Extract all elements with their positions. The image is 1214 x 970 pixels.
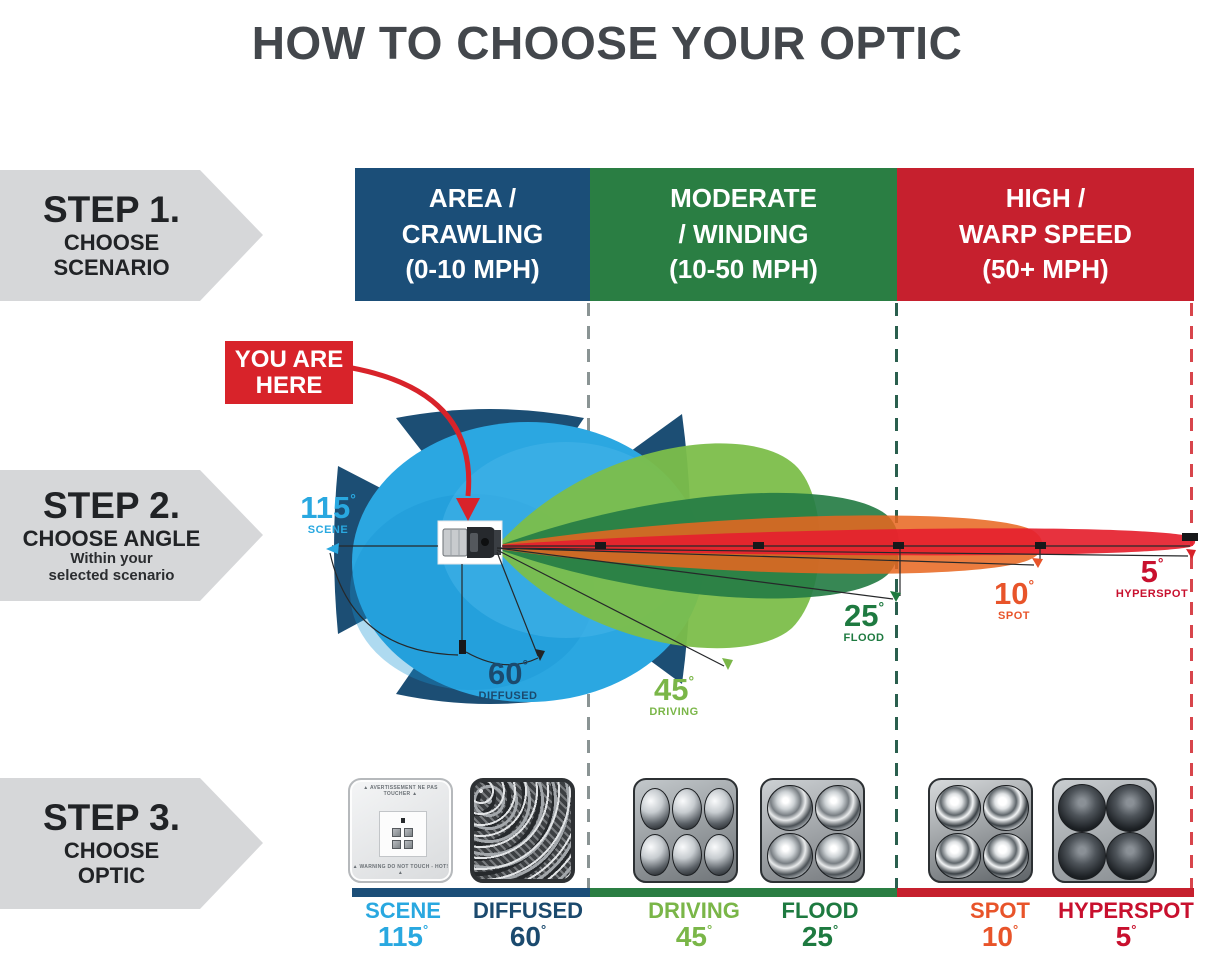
- scenario-line: / WINDING: [678, 218, 809, 249]
- angle-callout-hyperspot: 5° HYPERSPOT: [1096, 556, 1208, 600]
- vehicle-top-view: [437, 520, 503, 565]
- degree-symbol: °: [706, 922, 713, 938]
- optic-label-diffused: DIFFUSED 60°: [458, 899, 598, 951]
- angle-degree: 25: [843, 598, 879, 633]
- angle-name: SCENE: [307, 524, 349, 536]
- step3-sub1: CHOOSE: [63, 837, 160, 863]
- bar-moderate-winding: [590, 888, 897, 897]
- scene-lens-core: [379, 811, 427, 857]
- degree-symbol: °: [350, 491, 356, 507]
- scenario-line: WARP SPEED: [959, 218, 1132, 249]
- angle-degree: 5: [1140, 554, 1158, 589]
- angle-name: HYPERSPOT: [1115, 588, 1189, 600]
- step2-note2: selected scenario: [48, 566, 175, 584]
- optic-label-flood: FLOOD 25°: [750, 899, 890, 951]
- optic-label-driving: DRIVING 45°: [624, 899, 764, 951]
- optic-degree: 10: [981, 921, 1013, 953]
- angle-callout-spot: 10° SPOT: [964, 578, 1064, 622]
- optic-image-diffused: [470, 778, 575, 883]
- step3-label: STEP 3.: [42, 796, 181, 838]
- optic-degree: 25: [801, 921, 833, 953]
- optic-name: DIFFUSED: [473, 898, 583, 923]
- step2-note1: Within your: [70, 550, 153, 568]
- optic-image-driving: [633, 778, 738, 883]
- optic-degree: 60: [509, 921, 541, 953]
- step1-label: STEP 1.: [42, 188, 181, 230]
- degree-symbol: °: [540, 922, 547, 938]
- angle-callout-scene: 115° SCENE: [278, 492, 378, 536]
- angle-callout-flood: 25° FLOOD: [814, 600, 914, 644]
- scenario-area-crawling: AREA / CRAWLING (0-10 MPH): [355, 168, 590, 301]
- optic-degree: 115: [377, 921, 423, 953]
- step1-sub1: CHOOSE: [63, 229, 160, 255]
- angle-callout-diffused: 60° DIFFUSED: [458, 658, 558, 702]
- degree-symbol: °: [878, 599, 885, 615]
- angle-degree: 45: [653, 672, 689, 707]
- driving-beam-shape: [497, 443, 820, 649]
- scenario-line: CRAWLING: [401, 218, 544, 249]
- angle-callout-driving: 45° DRIVING: [624, 674, 724, 718]
- you-are-here-line2: HERE: [255, 371, 323, 399]
- optic-degree: 5: [1115, 921, 1132, 953]
- bar-high-warp: [897, 888, 1194, 897]
- optic-image-spot: [928, 778, 1033, 883]
- optic-name: HYPERSPOT: [1058, 898, 1194, 923]
- angle-name: DIFFUSED: [478, 690, 538, 702]
- angle-degree: 10: [993, 576, 1029, 611]
- bar-area-crawling: [352, 888, 590, 897]
- optic-label-spot: SPOT 10°: [930, 899, 1070, 951]
- optic-image-hyperspot: [1052, 778, 1157, 883]
- you-are-here-line1: YOU ARE: [234, 346, 344, 374]
- step2-sub1: CHOOSE ANGLE: [22, 525, 201, 551]
- step3-arrow: STEP 3. CHOOSE OPTIC: [0, 778, 263, 909]
- you-are-here-badge: YOU ARE HERE: [225, 341, 353, 404]
- optic-name: DRIVING: [648, 898, 740, 923]
- scenario-moderate-winding: MODERATE / WINDING (10-50 MPH): [590, 168, 897, 301]
- scenario-line: MODERATE: [670, 182, 817, 213]
- optic-image-flood: [760, 778, 865, 883]
- degree-symbol: °: [1028, 577, 1035, 593]
- degree-symbol: °: [422, 922, 429, 938]
- angle-degree: 115: [300, 490, 351, 525]
- page-title: HOW TO CHOOSE YOUR OPTIC: [251, 17, 963, 69]
- step3-sub2: OPTIC: [77, 862, 146, 888]
- angle-name: DRIVING: [649, 706, 699, 718]
- angle-name: SPOT: [998, 610, 1030, 622]
- optic-label-scene: SCENE 115°: [333, 899, 473, 951]
- step1-sub2: SCENARIO: [53, 254, 170, 280]
- degree-symbol: °: [1131, 922, 1137, 938]
- dashed-divider-moderate: [895, 303, 898, 890]
- angle-arrowheads: [326, 543, 1196, 670]
- dashed-divider-high: [1190, 303, 1193, 890]
- scene-warning-bottom: ▲ WARNING DO NOT TOUCH - HOT! ▲: [352, 864, 449, 876]
- optic-name: FLOOD: [781, 898, 859, 923]
- degree-symbol: °: [1012, 922, 1019, 938]
- scenario-high-warp-speed: HIGH / WARP SPEED (50+ MPH): [897, 168, 1194, 301]
- flood-beam-shape: [497, 492, 900, 599]
- spot-beam-shape: [497, 515, 1043, 574]
- degree-symbol: °: [522, 657, 529, 673]
- degree-symbol: °: [688, 673, 695, 689]
- step1-arrow: STEP 1. CHOOSE SCENARIO: [0, 170, 263, 301]
- degree-symbol: °: [1157, 555, 1164, 571]
- degree-symbol: °: [832, 922, 839, 938]
- optic-image-scene: ▲ AVERTISSEMENT NE PAS TOUCHER ▲ ▲ WARNI…: [348, 778, 453, 883]
- optic-label-hyperspot: HYPERSPOT 5°: [1056, 899, 1196, 951]
- optic-degree: 45: [675, 921, 707, 953]
- scene-warning-top: ▲ AVERTISSEMENT NE PAS TOUCHER ▲: [363, 785, 438, 797]
- hyperspot-beam-shape: [497, 528, 1196, 556]
- angle-name: FLOOD: [843, 632, 885, 644]
- step2-arrow: STEP 2. CHOOSE ANGLE Within your selecte…: [0, 470, 263, 601]
- optic-name: SPOT: [970, 898, 1030, 923]
- optic-name: SCENE: [365, 898, 441, 923]
- scenario-line: (0-10 MPH): [405, 254, 540, 285]
- dashed-divider-scene: [587, 303, 590, 890]
- scenario-line: (10-50 MPH): [669, 254, 818, 285]
- scenario-line: (50+ MPH): [982, 254, 1109, 285]
- scenario-line: AREA /: [428, 182, 517, 213]
- step2-label: STEP 2.: [42, 484, 181, 526]
- angle-degree: 60: [487, 656, 523, 691]
- scenario-line: HIGH /: [1005, 182, 1086, 213]
